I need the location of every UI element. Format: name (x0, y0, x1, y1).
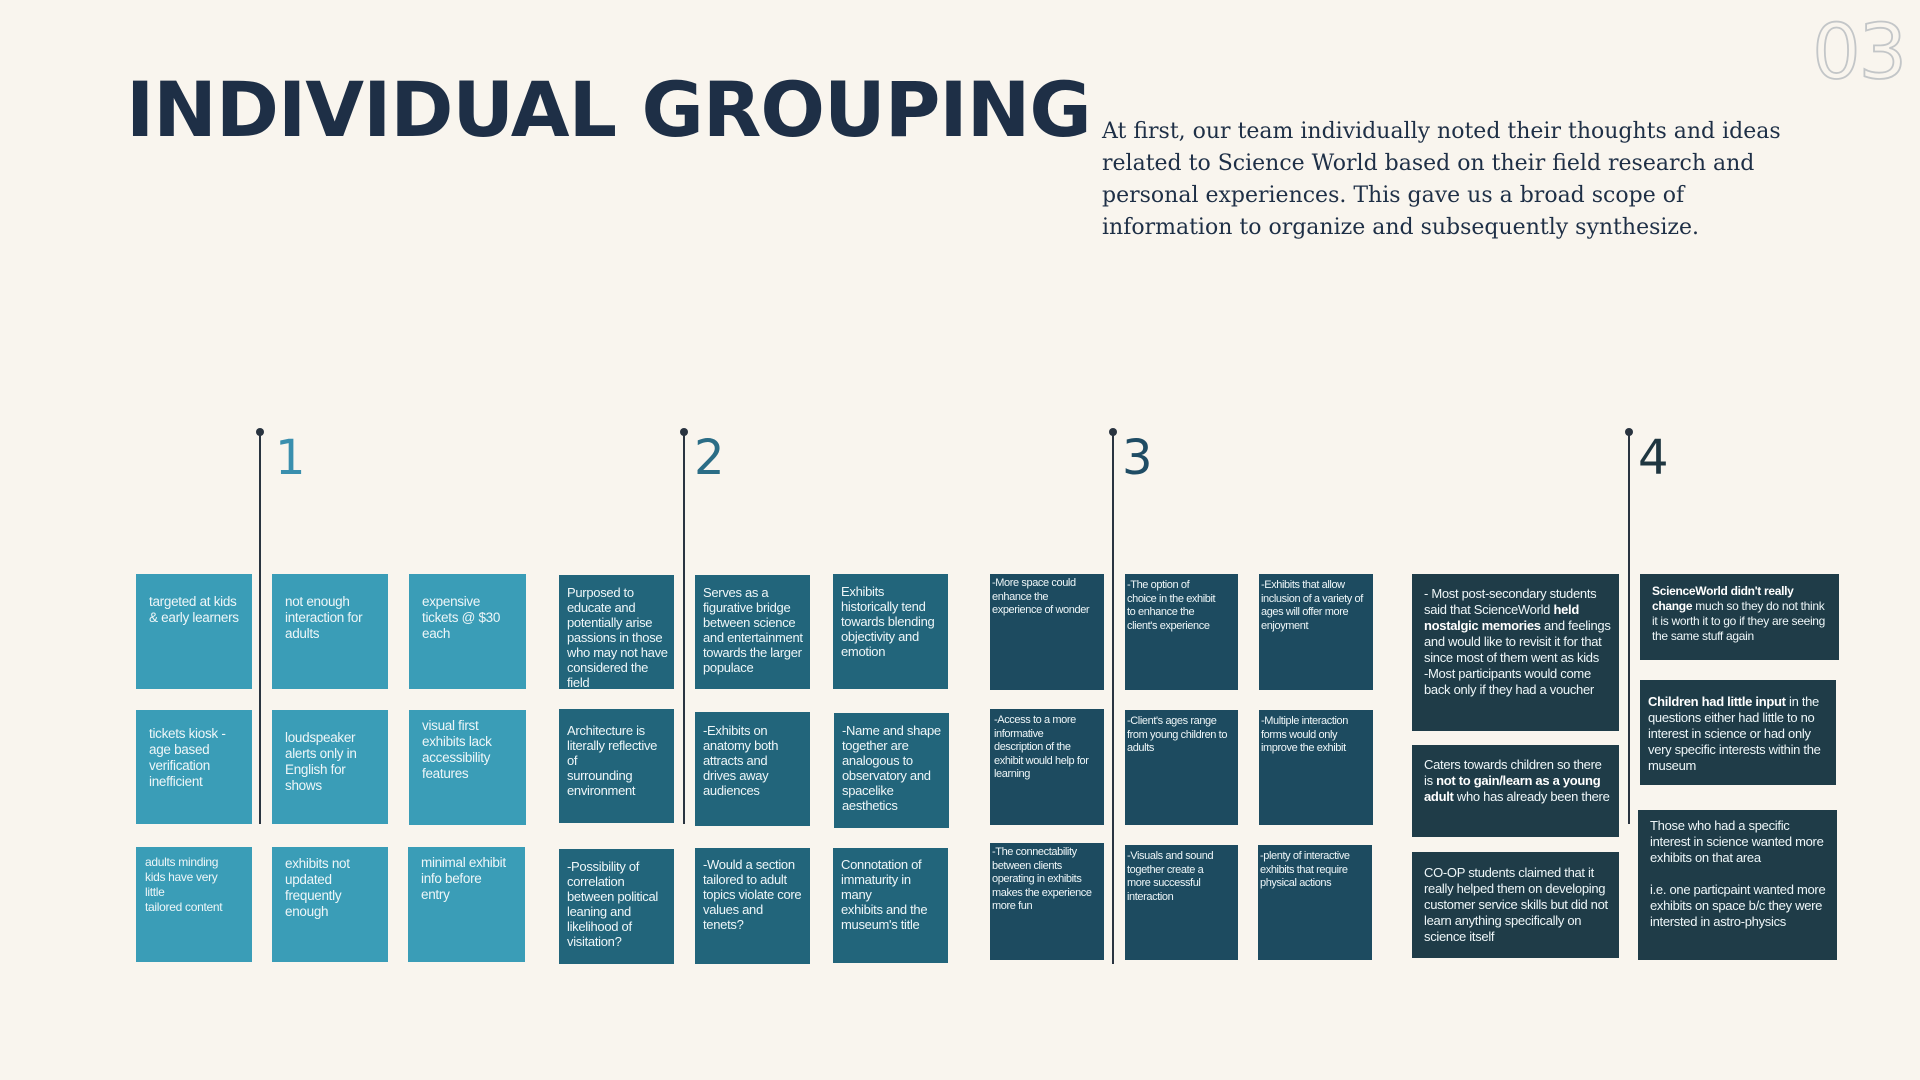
group-3-sticky-note: -Visuals and sound together create a mor… (1125, 845, 1238, 960)
note-text: -Possibility of correlation between poli… (567, 859, 659, 949)
group-3-number: 3 (1122, 430, 1153, 486)
note-text: Serves as a figurative bridge between sc… (703, 585, 803, 675)
group-3-sticky-note: -plenty of interactive exhibits that req… (1258, 845, 1372, 960)
note-text: Purposed to educate and potentially aris… (567, 585, 668, 689)
group-2-sticky-note: Exhibits historically tend towards blend… (833, 574, 948, 689)
group-4-number: 4 (1638, 430, 1669, 486)
note-text: ScienceWorld didn't really change much s… (1652, 584, 1826, 643)
group-4-sticky-note: Children had little input in the questio… (1640, 680, 1836, 785)
note-text: -Would a section tailored to adult topic… (703, 857, 802, 932)
group-3-sticky-note: -Client's ages range from young children… (1125, 710, 1238, 825)
group-1-sticky-note: exhibits not updated frequently enough (272, 847, 388, 962)
group-2-sticky-note: -Name and shape together are analogous t… (834, 713, 949, 828)
group-1-marker-line (256, 428, 264, 824)
note-text: CO-OP students claimed that it really he… (1424, 865, 1608, 944)
group-1-sticky-note: minimal exhibit info before entry (408, 847, 525, 962)
group-2-sticky-note: Purposed to educate and potentially aris… (559, 575, 674, 689)
group-3-sticky-note: -Access to a more informative descriptio… (990, 709, 1104, 825)
note-text: tickets kiosk - age based verification i… (149, 726, 226, 789)
group-4-sticky-note: - Most post-secondary students said that… (1412, 574, 1619, 731)
group-1-number: 1 (275, 430, 306, 486)
note-text: -plenty of interactive exhibits that req… (1260, 850, 1350, 889)
group-2-marker-line (680, 428, 688, 824)
intro-paragraph: At first, our team individually noted th… (1102, 119, 1781, 240)
group-4-marker-line (1625, 428, 1633, 824)
group-4-sticky-note: CO-OP students claimed that it really he… (1412, 852, 1619, 958)
group-1-sticky-note: loudspeaker alerts only in English for s… (272, 710, 388, 824)
group-3-sticky-note: -More space could enhance the experience… (990, 574, 1104, 690)
note-text: visual first exhibits lack accessibility… (422, 718, 492, 781)
group-3-sticky-note: -Multiple interaction forms would only i… (1259, 710, 1373, 825)
note-text: Connotation of immaturity in many exhibi… (841, 857, 928, 932)
group-1-sticky-note: visual first exhibits lack accessibility… (409, 710, 526, 825)
group-2-number: 2 (694, 430, 725, 486)
group-3-sticky-note: -The connectability between clients oper… (990, 843, 1104, 960)
note-text: adults minding kids have very little tai… (145, 855, 223, 914)
note-text: -Name and shape together are analogous t… (842, 723, 941, 813)
group-3-marker-line (1109, 428, 1117, 964)
group-1-sticky-note: tickets kiosk - age based verification i… (136, 710, 252, 824)
note-text: Exhibits historically tend towards blend… (841, 584, 935, 659)
note-text: Children had little input in the questio… (1648, 694, 1821, 773)
group-2-sticky-note: -Would a section tailored to adult topic… (695, 848, 810, 964)
note-text: minimal exhibit info before entry (421, 855, 506, 902)
group-3-sticky-note: -Exhibits that allow inclusion of a vari… (1259, 574, 1373, 690)
note-text: expensive tickets @ $30 each (422, 594, 501, 641)
note-text: Those who had a specific interest in sci… (1650, 818, 1826, 929)
group-2-sticky-note: Serves as a figurative bridge between sc… (695, 575, 810, 689)
note-text: Caters towards children so there is not … (1424, 757, 1610, 804)
note-text: -Visuals and sound together create a mor… (1127, 850, 1214, 903)
note-text: not enough interaction for adults (285, 594, 363, 641)
group-1-sticky-note: targeted at kids & early learners (136, 574, 252, 689)
note-text: Architecture is literally reflective of … (567, 723, 658, 798)
note-text: loudspeaker alerts only in English for s… (285, 730, 357, 793)
group-1-sticky-note: not enough interaction for adults (272, 574, 388, 689)
note-text: -Access to a more informative descriptio… (994, 714, 1089, 780)
group-2-sticky-note: -Possibility of correlation between poli… (559, 849, 674, 964)
group-1-sticky-note: expensive tickets @ $30 each (409, 574, 526, 689)
group-2-sticky-note: -Exhibits on anatomy both attracts and d… (695, 712, 810, 826)
note-text: -Exhibits that allow inclusion of a vari… (1261, 579, 1363, 632)
note-text: exhibits not updated frequently enough (285, 856, 350, 919)
note-text: -Exhibits on anatomy both attracts and d… (703, 723, 779, 798)
note-text: -More space could enhance the experience… (992, 577, 1090, 616)
group-2-sticky-note: Architecture is literally reflective of … (559, 709, 674, 823)
group-2-sticky-note: Connotation of immaturity in many exhibi… (833, 848, 948, 963)
group-4-sticky-note: ScienceWorld didn't really change much s… (1640, 574, 1839, 660)
group-4-sticky-note: Those who had a specific interest in sci… (1638, 810, 1837, 960)
group-3-sticky-note: -The option of choice in the exhibit to … (1125, 574, 1238, 690)
note-text: targeted at kids & early learners (149, 594, 239, 625)
group-1-sticky-note: adults minding kids have very little tai… (136, 847, 252, 962)
note-text: -The option of choice in the exhibit to … (1127, 579, 1216, 632)
note-text: -Client's ages range from young children… (1127, 715, 1228, 754)
note-text: -Multiple interaction forms would only i… (1261, 715, 1348, 754)
note-text: -The connectability between clients oper… (992, 846, 1092, 912)
page-number: 03 (1811, 7, 1908, 96)
page-title: INDIVIDUAL GROUPING (126, 65, 1092, 154)
note-text: - Most post-secondary students said that… (1424, 586, 1611, 697)
group-4-sticky-note: Caters towards children so there is not … (1412, 745, 1619, 837)
